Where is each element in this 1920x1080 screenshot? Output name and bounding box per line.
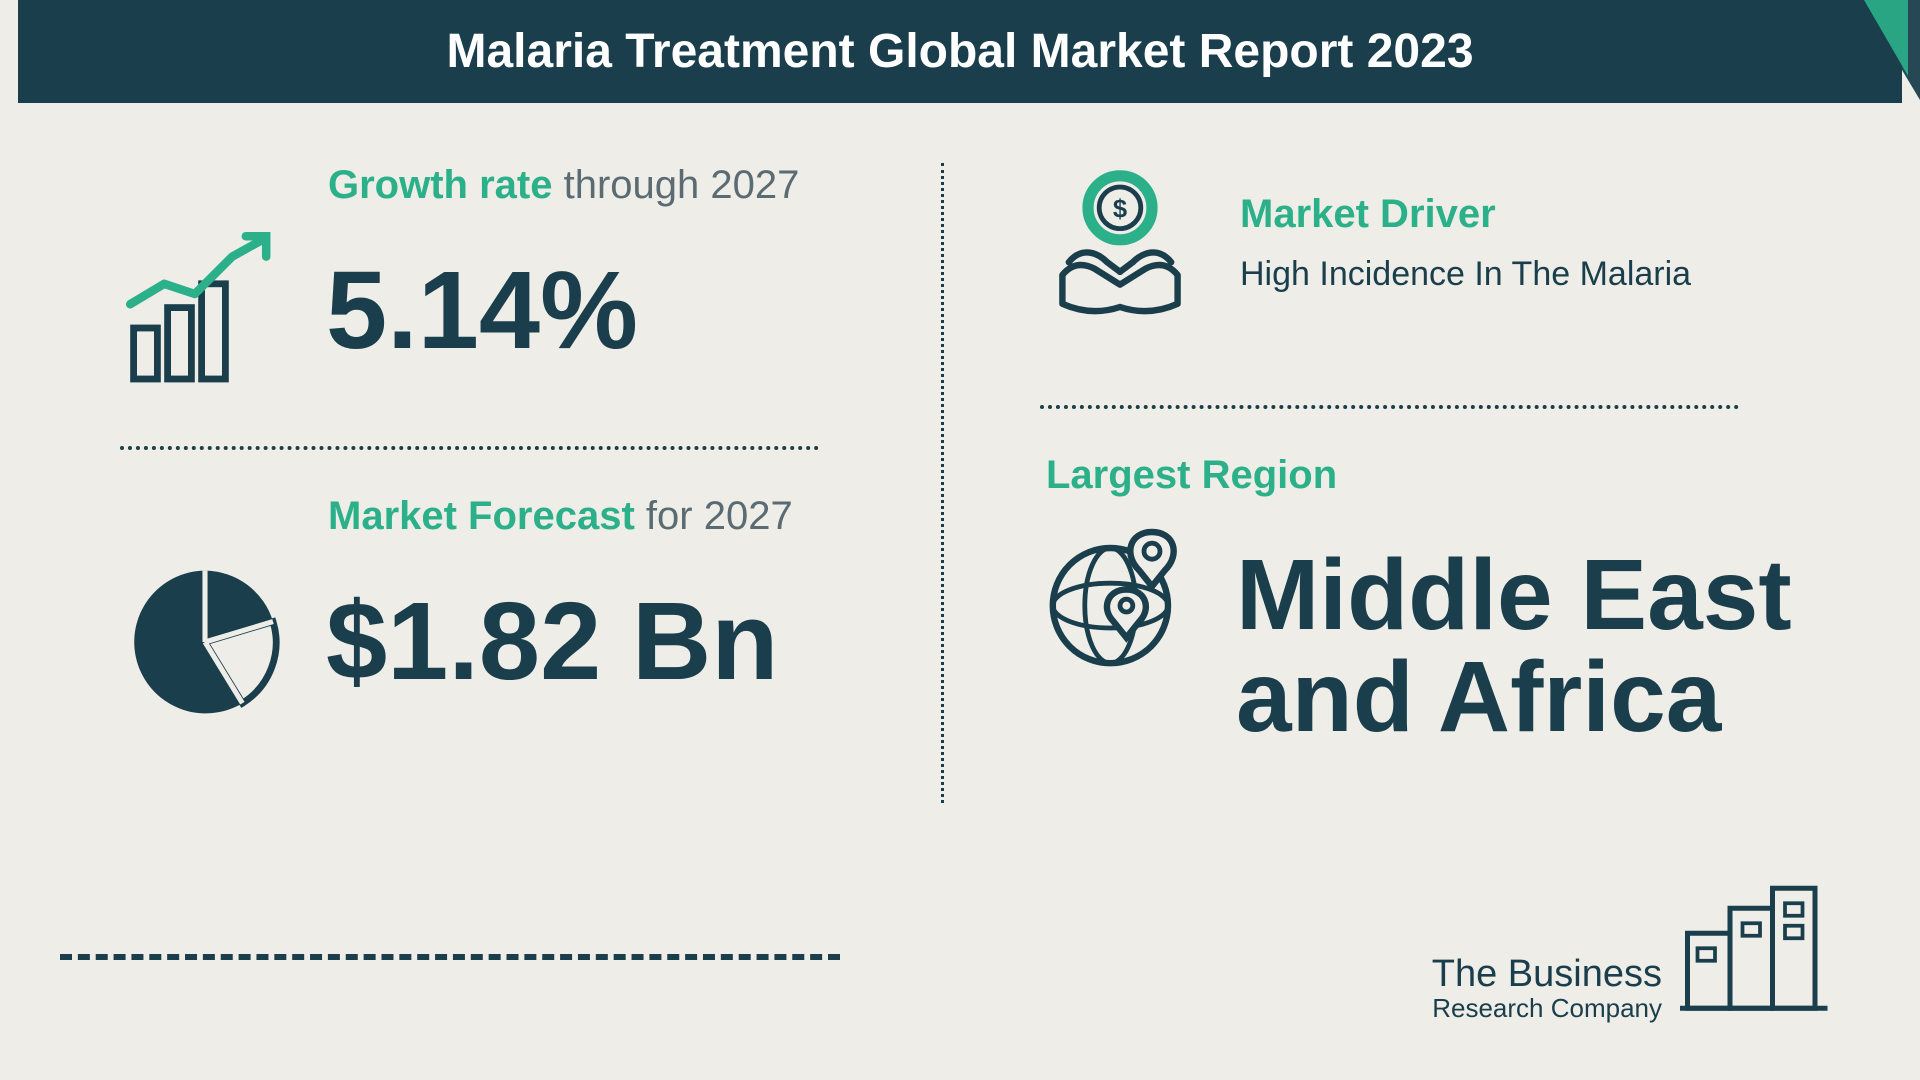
driver-section: $ Market Driver High Incidence In The Ma… — [1040, 163, 1800, 323]
region-label: Largest Region — [1046, 453, 1800, 498]
forecast-label: Market Forecast for 2027 — [328, 494, 880, 539]
left-divider — [120, 446, 819, 450]
forecast-label-rest: for 2027 — [635, 494, 793, 538]
growth-value: 5.14% — [326, 256, 638, 366]
logo-line2: Research Company — [1432, 995, 1662, 1022]
svg-text:$: $ — [1113, 195, 1127, 223]
region-section: Largest Region Middle East and Africa — [1040, 453, 1800, 748]
driver-text-block: Market Driver High Incidence In The Mala… — [1240, 192, 1691, 294]
growth-section: Growth rate through 2027 5.14% — [120, 163, 880, 396]
forecast-section: Market Forecast for 2027 $1.82 Bn — [120, 494, 880, 727]
growth-label-rest: through 2027 — [552, 163, 799, 207]
report-title: Malaria Treatment Global Market Report 2… — [446, 25, 1473, 78]
title-bar: Malaria Treatment Global Market Report 2… — [18, 0, 1902, 103]
growth-label-accent: Growth rate — [328, 163, 552, 207]
region-value: Middle East and Africa — [1236, 544, 1800, 748]
content-grid: Growth rate through 2027 5.14% Mar — [0, 103, 1920, 748]
logo-text: The Business Research Company — [1432, 955, 1662, 1022]
growth-label: Growth rate through 2027 — [328, 163, 880, 208]
vertical-divider — [941, 163, 944, 803]
forecast-row: $1.82 Bn — [120, 557, 880, 727]
corner-accent-green — [1864, 0, 1908, 76]
forecast-label-accent: Market Forecast — [328, 494, 635, 538]
forecast-value: $1.82 Bn — [326, 587, 778, 697]
growth-chart-icon — [120, 226, 290, 396]
pie-chart-icon — [120, 557, 290, 727]
globe-pins-icon — [1040, 516, 1200, 676]
driver-value: High Incidence In The Malaria — [1240, 255, 1691, 294]
growth-row: 5.14% — [120, 226, 880, 396]
region-row: Middle East and Africa — [1040, 516, 1800, 748]
left-column: Growth rate through 2027 5.14% Mar — [120, 163, 940, 748]
hands-dollar-icon: $ — [1040, 163, 1200, 323]
bottom-dash-line — [60, 954, 840, 960]
logo-line1: The Business — [1432, 955, 1662, 995]
driver-label: Market Driver — [1240, 192, 1691, 237]
right-column: $ Market Driver High Incidence In The Ma… — [940, 163, 1800, 748]
buildings-icon — [1680, 877, 1830, 1022]
right-divider — [1040, 405, 1739, 409]
company-logo: The Business Research Company — [1432, 877, 1830, 1022]
